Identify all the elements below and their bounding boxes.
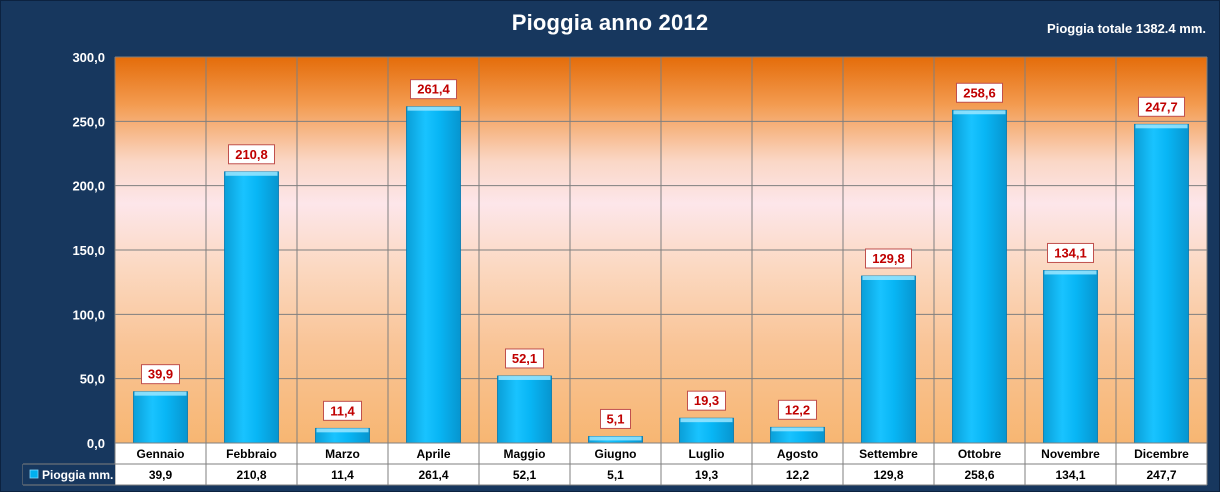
table-value: 134,1	[1055, 468, 1085, 482]
data-label: 19,3	[687, 390, 726, 411]
x-tick-label: Gennaio	[136, 447, 184, 461]
bar-gennaio	[133, 391, 188, 444]
x-tick-label: Febbraio	[226, 447, 277, 461]
data-label: 52,1	[505, 348, 544, 369]
table-value: 5,1	[607, 468, 624, 482]
bar-ottobre	[952, 109, 1007, 444]
data-labels: 39,9 210,8 11,4 261,4 52,1 5,1 19,3 12,2 129,8 25…	[141, 79, 1185, 429]
legend-label: Pioggia mm.	[42, 468, 113, 482]
data-label: 5,1	[600, 408, 631, 429]
data-label: 12,2	[778, 399, 817, 420]
x-tick-label: Marzo	[325, 447, 360, 461]
x-tick-label: Settembre	[859, 447, 918, 461]
value-row	[23, 464, 1207, 485]
data-label: 210,8	[228, 144, 275, 165]
y-tick-label: 300,0	[72, 50, 105, 65]
data-label-text: 11,4	[330, 403, 355, 418]
data-label: 258,6	[956, 82, 1003, 103]
data-label-text: 5,1	[606, 411, 624, 426]
data-label-text: 39,9	[148, 367, 173, 382]
bar-luglio	[679, 417, 734, 444]
data-label-text: 52,1	[512, 351, 537, 366]
legend-key-icon	[29, 469, 39, 479]
bar-febbraio	[224, 171, 279, 444]
table-value: 52,1	[513, 468, 537, 482]
data-label: 39,9	[141, 364, 180, 385]
data-label-text: 247,7	[1145, 99, 1178, 114]
data-label-text: 134,1	[1054, 245, 1087, 260]
table-value: 210,8	[236, 468, 266, 482]
data-label-text: 261,4	[417, 82, 450, 97]
x-tick-label: Agosto	[777, 447, 818, 461]
bars	[133, 106, 1189, 444]
table-value: 39,9	[149, 468, 173, 482]
data-label-text: 210,8	[235, 147, 268, 162]
y-tick-label: 100,0	[72, 307, 105, 322]
y-tick-label: 50,0	[80, 372, 105, 387]
y-tick-label: 200,0	[72, 179, 105, 194]
table-value: 19,3	[695, 468, 719, 482]
data-label-text: 12,2	[785, 402, 810, 417]
bar-marzo	[315, 427, 370, 444]
chart-title: Pioggia anno 2012	[511, 10, 709, 35]
x-tick-label: Giugno	[595, 447, 637, 461]
bar-maggio	[497, 375, 552, 444]
legend-cell	[23, 464, 115, 485]
data-label-text: 258,6	[963, 85, 996, 100]
table-value: 247,7	[1146, 468, 1176, 482]
data-table: Gennaio 39,9 Febbraio 210,8 Marzo 11,4 Aprile 2…	[22, 442, 1208, 486]
bar-giugno	[588, 436, 643, 444]
data-label: 129,8	[865, 248, 912, 269]
table-value: 129,8	[873, 468, 903, 482]
data-label: 134,1	[1047, 242, 1094, 263]
table-value: 12,2	[786, 468, 810, 482]
y-tick-label: 250,0	[72, 114, 105, 129]
x-tick-label: Aprile	[416, 447, 450, 461]
total-rain-note: Pioggia totale 1382.4 mm.	[1047, 21, 1206, 36]
bar-settembre	[861, 275, 916, 444]
x-tick-label: Maggio	[504, 447, 546, 461]
bar-novembre	[1043, 270, 1098, 444]
data-label: 247,7	[1138, 96, 1185, 117]
x-tick-label: Ottobre	[958, 447, 1002, 461]
table-value: 11,4	[331, 468, 354, 482]
x-tick-label: Luglio	[689, 447, 725, 461]
bar-dicembre	[1134, 123, 1189, 444]
bar-aprile	[406, 106, 461, 444]
table-value: 258,6	[964, 468, 994, 482]
y-axis: 0,0 50,0 100,0 150,0 200,0 250,0 300,0	[72, 50, 105, 451]
x-tick-label: Dicembre	[1134, 447, 1189, 461]
data-label-text: 129,8	[872, 251, 905, 266]
y-tick-label: 0,0	[87, 436, 105, 451]
data-label: 11,4	[323, 400, 362, 421]
table-value: 261,4	[418, 468, 448, 482]
data-label: 261,4	[410, 79, 457, 100]
bar-agosto	[770, 426, 825, 444]
y-tick-label: 150,0	[72, 243, 105, 258]
x-tick-label: Novembre	[1041, 447, 1100, 461]
data-label-text: 19,3	[694, 393, 719, 408]
